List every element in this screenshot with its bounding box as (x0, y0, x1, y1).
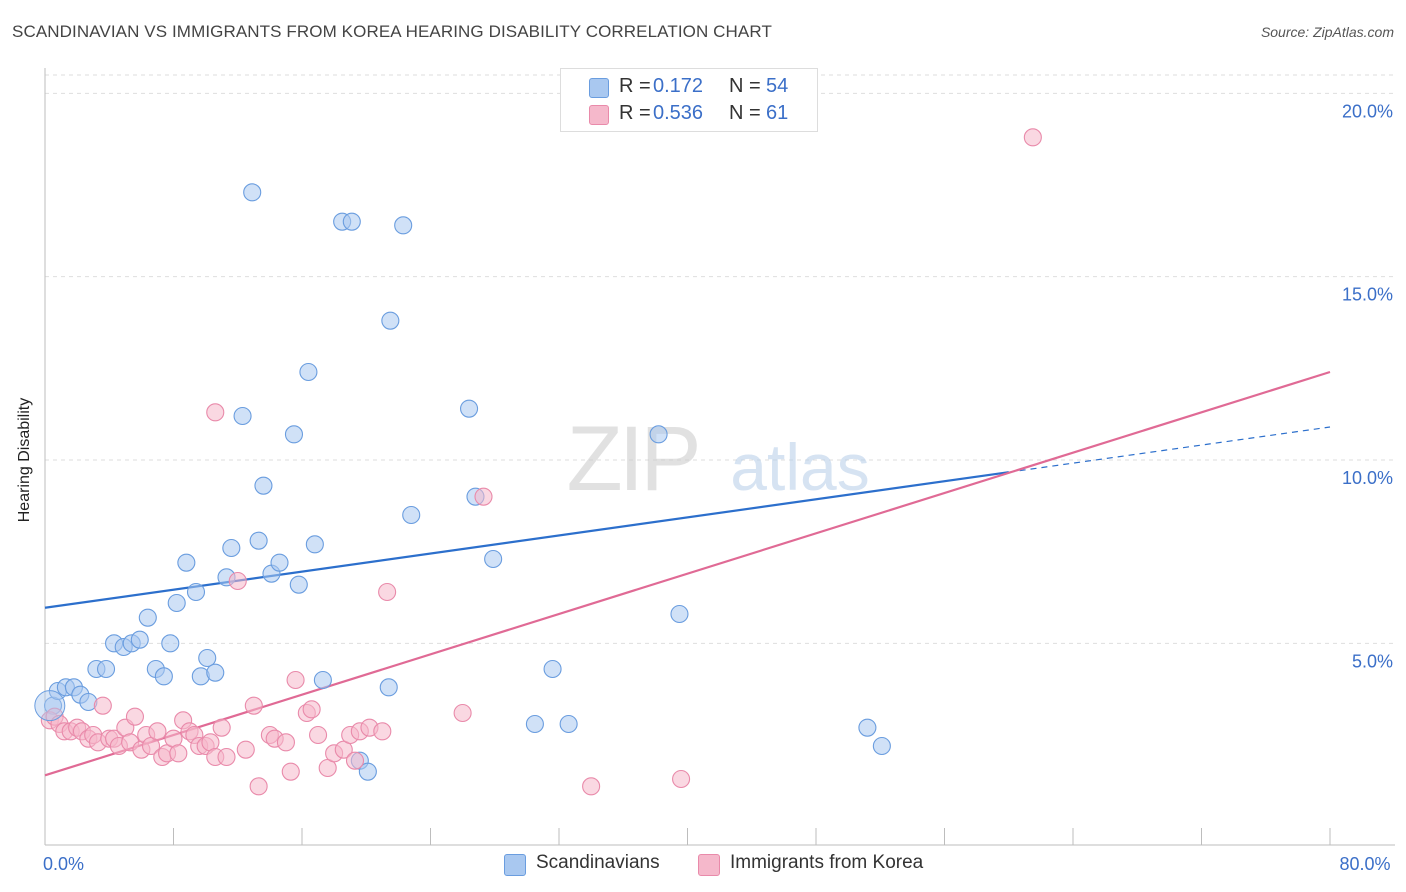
scandinavian-point (138, 608, 157, 627)
korea-point (212, 718, 231, 737)
korea-point (474, 487, 493, 506)
scandinavian-point (198, 648, 217, 668)
scandinavian-point (96, 659, 116, 679)
axes (44, 68, 1395, 846)
scandinavian-point (206, 663, 225, 682)
stats-row-korea: R = 0.536 N = 61 (561, 100, 817, 128)
korea-point (217, 747, 236, 767)
korea-point (453, 703, 472, 723)
x-tick-label: 80.0% (1339, 854, 1390, 874)
korea-point (1023, 128, 1042, 147)
watermark: ZIP atlas (566, 408, 869, 510)
legend-label: Immigrants from Korea (730, 852, 924, 873)
korea-point (93, 696, 112, 715)
scandinavian-point (394, 216, 413, 235)
legend-label: Scandinavians (536, 852, 660, 873)
y-tick-label: 10.0% (1342, 468, 1393, 488)
korea-point (249, 777, 268, 796)
legend: Scandinavians Immigrants from Korea (0, 852, 1406, 878)
korea-point (276, 733, 295, 752)
scandinavian-point (358, 762, 377, 781)
scandinavian-point (222, 538, 241, 558)
stats-r-label: R = (619, 75, 651, 97)
scandinavian-point (284, 425, 304, 444)
scandinavian-point (254, 476, 273, 495)
gridlines (45, 74, 1395, 644)
stats-n-label: N = (729, 75, 761, 97)
scandinavian-point (459, 399, 479, 418)
scandinavian-point (186, 582, 206, 602)
source-credit: Source: ZipAtlas.com (1260, 24, 1394, 40)
korea-point (302, 700, 321, 719)
korea-point (244, 696, 263, 715)
korea-point (206, 403, 225, 422)
scandinavian-point (154, 667, 173, 686)
korea-point (582, 777, 601, 796)
y-tick-label: 20.0% (1342, 101, 1393, 121)
scandinavian-point (233, 406, 252, 426)
korea-point (236, 740, 255, 759)
korea-point (345, 751, 365, 770)
scandinavian-point (525, 714, 544, 734)
y-tick-label: 5.0% (1352, 651, 1393, 671)
stats-r-label: R = (619, 102, 651, 124)
stats-swatch-korea (589, 105, 609, 125)
korea-point (309, 725, 328, 745)
scandinavian-point (379, 678, 398, 697)
scandinavian-point (243, 183, 262, 202)
stats-r-value: 0.172 (653, 75, 704, 97)
tick-labels: 0.0% 80.0% 5.0% 10.0% 15.0% 20.0% (43, 101, 1393, 874)
scandinavian-point (313, 670, 332, 690)
legend-swatch-scandinavians (504, 854, 526, 876)
scandinavian-point (649, 425, 668, 444)
korea-point (228, 571, 247, 591)
stats-n-value: 61 (766, 102, 789, 124)
scandinavian-point (270, 553, 289, 572)
scandinavian-point (289, 575, 308, 594)
stats-n-label: N = (729, 102, 761, 124)
scandinavian-point (858, 718, 877, 737)
korea-point (286, 670, 305, 690)
scandinavian-point (167, 593, 186, 613)
data-points (34, 84, 1042, 796)
korea-point (281, 762, 300, 781)
stats-r-value: 0.536 (653, 102, 704, 124)
scandinavian-point (543, 659, 562, 679)
korea-point (373, 722, 392, 741)
stats-swatch-scandinavians (589, 78, 609, 98)
trend-line-extension (1008, 426, 1331, 473)
scandinavian-point (342, 212, 361, 231)
scandinavian-point (670, 604, 689, 624)
watermark-zip: ZIP (566, 408, 697, 510)
scandinavian-point (381, 311, 400, 330)
scandinavian-point (177, 553, 196, 572)
korea-point (378, 582, 397, 602)
korea-point (148, 722, 167, 741)
scandinavian-point (249, 531, 268, 550)
y-tick-label: 15.0% (1342, 285, 1393, 305)
scandinavian-point (130, 630, 149, 649)
scandinavian-point (484, 549, 503, 569)
y-axis-label: Hearing Disability (16, 397, 33, 523)
korea-point (672, 769, 691, 789)
watermark-atlas: atlas (730, 430, 869, 504)
scandinavian-point (559, 714, 578, 734)
x-tick-label: 0.0% (43, 854, 84, 874)
scandinavian-point (305, 535, 324, 554)
trend-line (44, 471, 1009, 609)
chart-title: SCANDINAVIAN VS IMMIGRANTS FROM KOREA HE… (12, 22, 772, 41)
stats-n-value: 54 (766, 75, 789, 97)
stats-row-scandinavians: R = 0.172 N = 54 (561, 73, 817, 101)
legend-swatch-korea (698, 854, 720, 876)
korea-point (169, 744, 188, 763)
scandinavian-point (872, 736, 891, 756)
scandinavian-point (402, 505, 421, 525)
scandinavian-cluster-point (34, 690, 66, 722)
stats-box: R = 0.172 N = 54 R = 0.536 N = 61 (560, 68, 818, 132)
scandinavian-point (161, 634, 180, 653)
scandinavian-point (299, 362, 318, 382)
korea-point (125, 707, 144, 726)
